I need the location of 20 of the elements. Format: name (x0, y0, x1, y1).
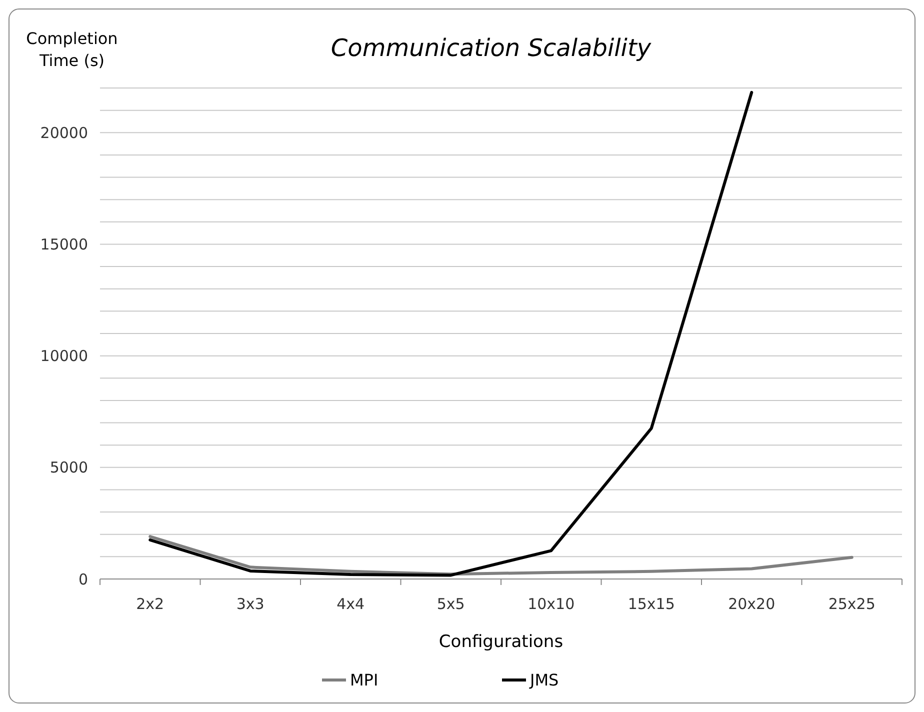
y-tick-label: 5000 (50, 458, 88, 477)
x-tick-label: 5x5 (436, 595, 465, 613)
x-tick-label: 25x25 (828, 595, 876, 613)
x-tick-label: 3x3 (236, 595, 264, 613)
y-tick-label: 10000 (40, 347, 88, 366)
x-tick-label: 2x2 (136, 595, 164, 613)
y-tick-label: 0 (78, 570, 88, 588)
x-tick-label: 4x4 (336, 595, 365, 613)
y-axis-title: Completion Time (s) (26, 29, 118, 70)
legend-label: MPI (350, 670, 378, 690)
legend-label: JMS (529, 670, 559, 690)
x-tick-label: 10x10 (528, 595, 575, 613)
x-tick-label: 20x20 (728, 595, 776, 613)
y-tick-label: 20000 (40, 124, 88, 142)
y-tick-label: 15000 (40, 235, 88, 254)
line-series (148, 535, 854, 576)
line-series (148, 90, 754, 577)
x-tick-label: 15x15 (628, 595, 675, 613)
chart-title: Communication Scalability (330, 34, 652, 62)
x-axis-title: Configurations (438, 632, 564, 652)
